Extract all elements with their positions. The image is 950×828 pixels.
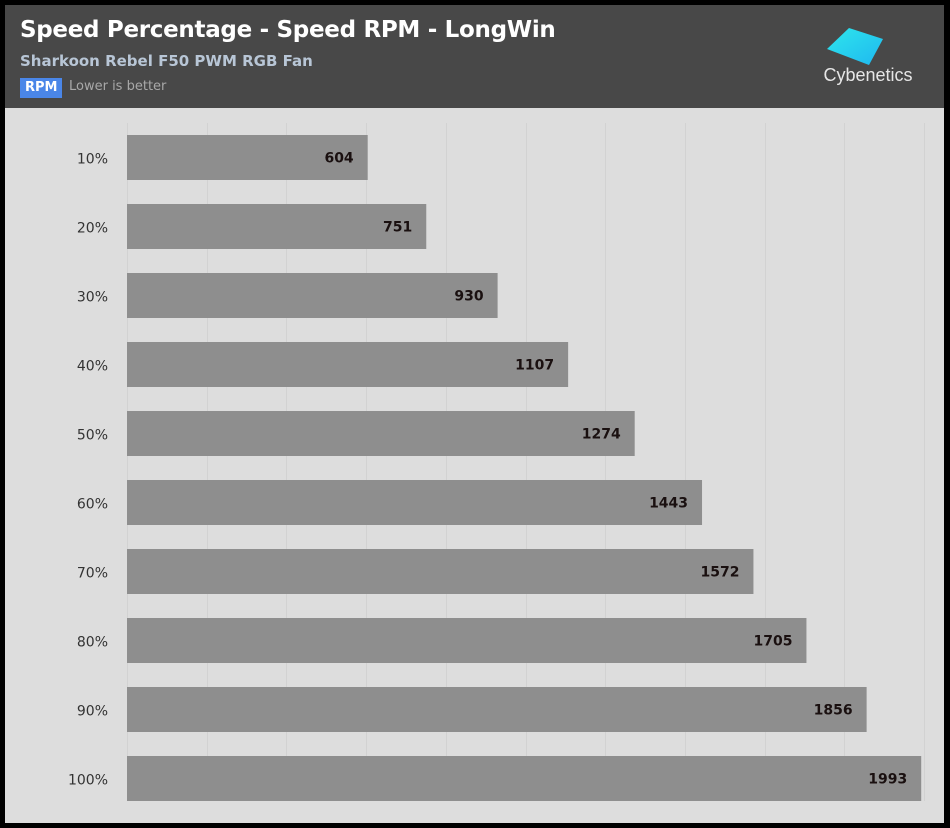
category-label: 80%	[77, 635, 108, 651]
bar-value-label: 1443	[649, 496, 688, 512]
bar-value-label: 1993	[868, 772, 907, 788]
bar	[127, 756, 922, 801]
category-label: 100%	[68, 773, 108, 789]
bar-value-label: 604	[324, 151, 353, 167]
bar-value-label: 1274	[582, 427, 621, 443]
category-label: 70%	[77, 566, 108, 582]
logo-text: Cybenetics	[823, 65, 913, 85]
bar	[127, 411, 635, 456]
category-label: 60%	[77, 497, 108, 513]
bar	[127, 687, 867, 732]
bar	[127, 549, 754, 594]
category-label: 40%	[77, 359, 108, 375]
bar	[127, 135, 368, 180]
bar-value-label: 751	[383, 220, 412, 236]
bar	[127, 273, 498, 318]
cybenetics-logo: Cybenetics	[813, 23, 923, 93]
chart-header: Speed Percentage - Speed RPM - LongWin S…	[5, 5, 944, 108]
bar-chart: 604 10% 751 20% 930 30% 1107 40% 1274 50% 1443 60% 1…	[68, 123, 925, 801]
bar	[127, 480, 703, 525]
chart-frame: Speed Percentage - Speed RPM - LongWin S…	[5, 5, 944, 823]
chart-title: Speed Percentage - Speed RPM - LongWin	[20, 17, 556, 43]
category-label: 20%	[77, 221, 108, 237]
lower-is-better-note: Lower is better	[69, 79, 167, 94]
category-label: 10%	[77, 152, 108, 168]
bar	[127, 204, 427, 249]
unit-badge: RPM	[20, 78, 63, 98]
category-label: 30%	[77, 290, 108, 306]
category-label: 50%	[77, 428, 108, 444]
cybenetics-logo-icon	[827, 28, 883, 65]
bar-value-label: 1107	[515, 358, 554, 374]
bar	[127, 342, 569, 387]
bar-value-label: 1705	[753, 634, 792, 650]
bar-value-label: 1856	[814, 703, 853, 719]
category-label: 90%	[77, 704, 108, 720]
chart-subtitle: Sharkoon Rebel F50 PWM RGB Fan	[20, 52, 313, 70]
bar	[127, 618, 807, 663]
bar-value-label: 930	[454, 289, 483, 305]
bar-value-label: 1572	[700, 565, 739, 581]
